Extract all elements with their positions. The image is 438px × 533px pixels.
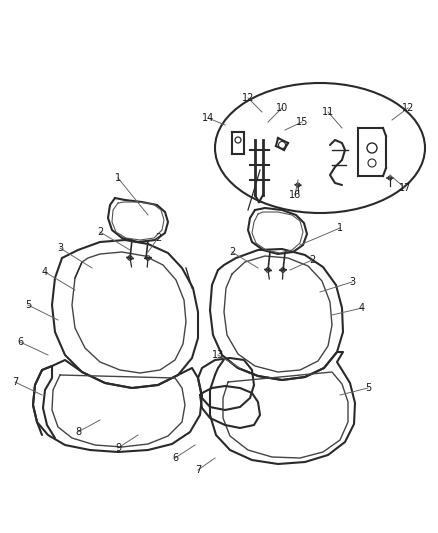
Text: 8: 8 <box>75 427 81 437</box>
Text: 5: 5 <box>25 300 31 310</box>
Text: 13: 13 <box>212 350 224 360</box>
Text: 9: 9 <box>115 443 121 453</box>
Text: 2: 2 <box>97 227 103 237</box>
Text: 7: 7 <box>195 465 201 475</box>
Text: 11: 11 <box>322 107 334 117</box>
Text: 3: 3 <box>349 277 355 287</box>
Text: 14: 14 <box>202 113 214 123</box>
Text: 16: 16 <box>289 190 301 200</box>
Text: 2: 2 <box>155 233 161 243</box>
Text: 4: 4 <box>42 267 48 277</box>
Text: 6: 6 <box>17 337 23 347</box>
Text: 6: 6 <box>172 453 178 463</box>
Text: 3: 3 <box>57 243 63 253</box>
Text: 12: 12 <box>242 93 254 103</box>
Text: 10: 10 <box>276 103 288 113</box>
Text: 17: 17 <box>399 183 411 193</box>
Text: 7: 7 <box>12 377 18 387</box>
Text: 4: 4 <box>359 303 365 313</box>
Text: 5: 5 <box>365 383 371 393</box>
Text: 2: 2 <box>229 247 235 257</box>
Text: 2: 2 <box>309 255 315 265</box>
Text: 1: 1 <box>337 223 343 233</box>
Text: 15: 15 <box>296 117 308 127</box>
Text: 12: 12 <box>402 103 414 113</box>
Text: 1: 1 <box>115 173 121 183</box>
